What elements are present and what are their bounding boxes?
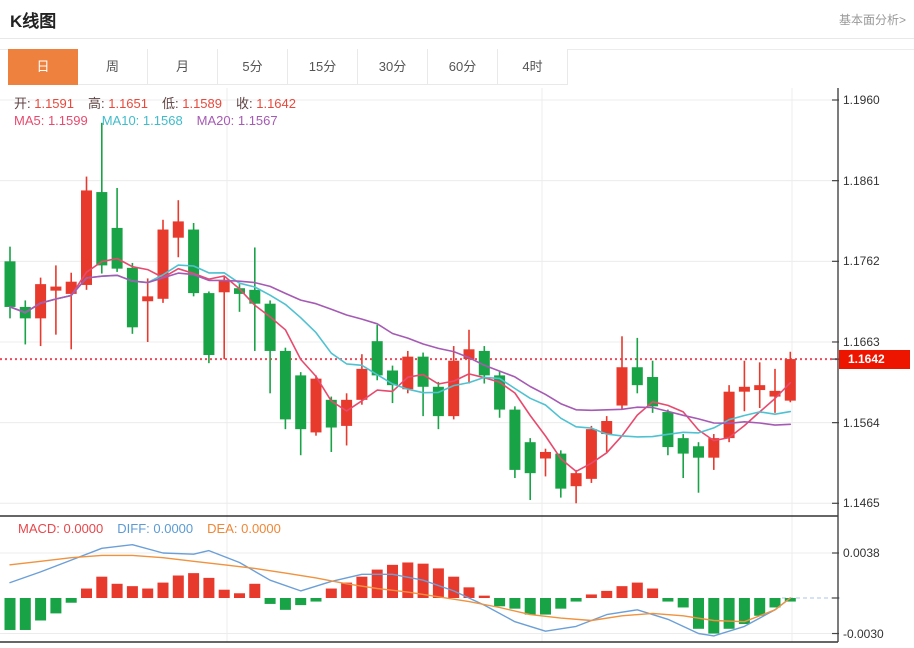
interval-tab-5[interactable]: 30分 (358, 49, 428, 85)
legend-item: 低: 1.1589 (162, 96, 222, 111)
price-tick-label: 1.1861 (843, 173, 880, 188)
macd-legend: MACD: 0.0000 DIFF: 0.0000 DEA: 0.0000 (18, 521, 295, 536)
macd-tick-label: 0.0038 (843, 546, 880, 560)
fundamental-analysis-link[interactable]: 基本面分析> (838, 13, 906, 27)
macd-tick-label: -0.0030 (843, 626, 884, 641)
legend-item: 高: 1.1651 (88, 96, 148, 111)
legend-item: DIFF: 0.0000 (117, 521, 194, 536)
ma-legend: MA5: 1.1599 MA10: 1.1568 MA20: 1.1567 (14, 113, 292, 128)
price-tick-label: 1.1465 (843, 496, 880, 511)
interval-tabs: 日周月 5分 15分 30分 60分 4时 (8, 49, 568, 85)
current-price-value: 1.1642 (848, 352, 885, 366)
legend-item: 开: 1.1591 (14, 96, 74, 111)
header-divider (0, 38, 914, 39)
price-tick-label: 1.1960 (843, 93, 880, 107)
legend-item: DEA: 0.0000 (207, 521, 281, 536)
ohlc-legend: 开: 1.1591 高: 1.1651 低: 1.1589 收: 1.1642 (14, 93, 310, 112)
interval-tab-0[interactable]: 日 (8, 49, 78, 85)
current-price-badge: 1.1642 (839, 350, 910, 369)
legend-item: MA20: 1.1567 (196, 113, 278, 128)
legend-item: 收: 1.1642 (236, 96, 296, 111)
interval-tab-4[interactable]: 15分 (288, 49, 358, 85)
interval-tab-1[interactable]: 周 (78, 49, 148, 85)
legend-item: MACD: 0.0000 (18, 521, 104, 536)
price-tick-label: 1.1663 (843, 334, 880, 349)
page-title: K线图 (10, 12, 57, 31)
interval-tab-3[interactable]: 5分 (218, 49, 288, 85)
price-tick-label: 1.1762 (843, 254, 880, 269)
interval-tab-7[interactable]: 4时 (498, 49, 568, 85)
price-tick-label: 1.1564 (843, 415, 880, 430)
interval-tab-6[interactable]: 60分 (428, 49, 498, 85)
legend-item: MA10: 1.1568 (101, 113, 183, 128)
interval-tab-2[interactable]: 月 (148, 49, 218, 85)
legend-item: MA5: 1.1599 (14, 113, 88, 128)
